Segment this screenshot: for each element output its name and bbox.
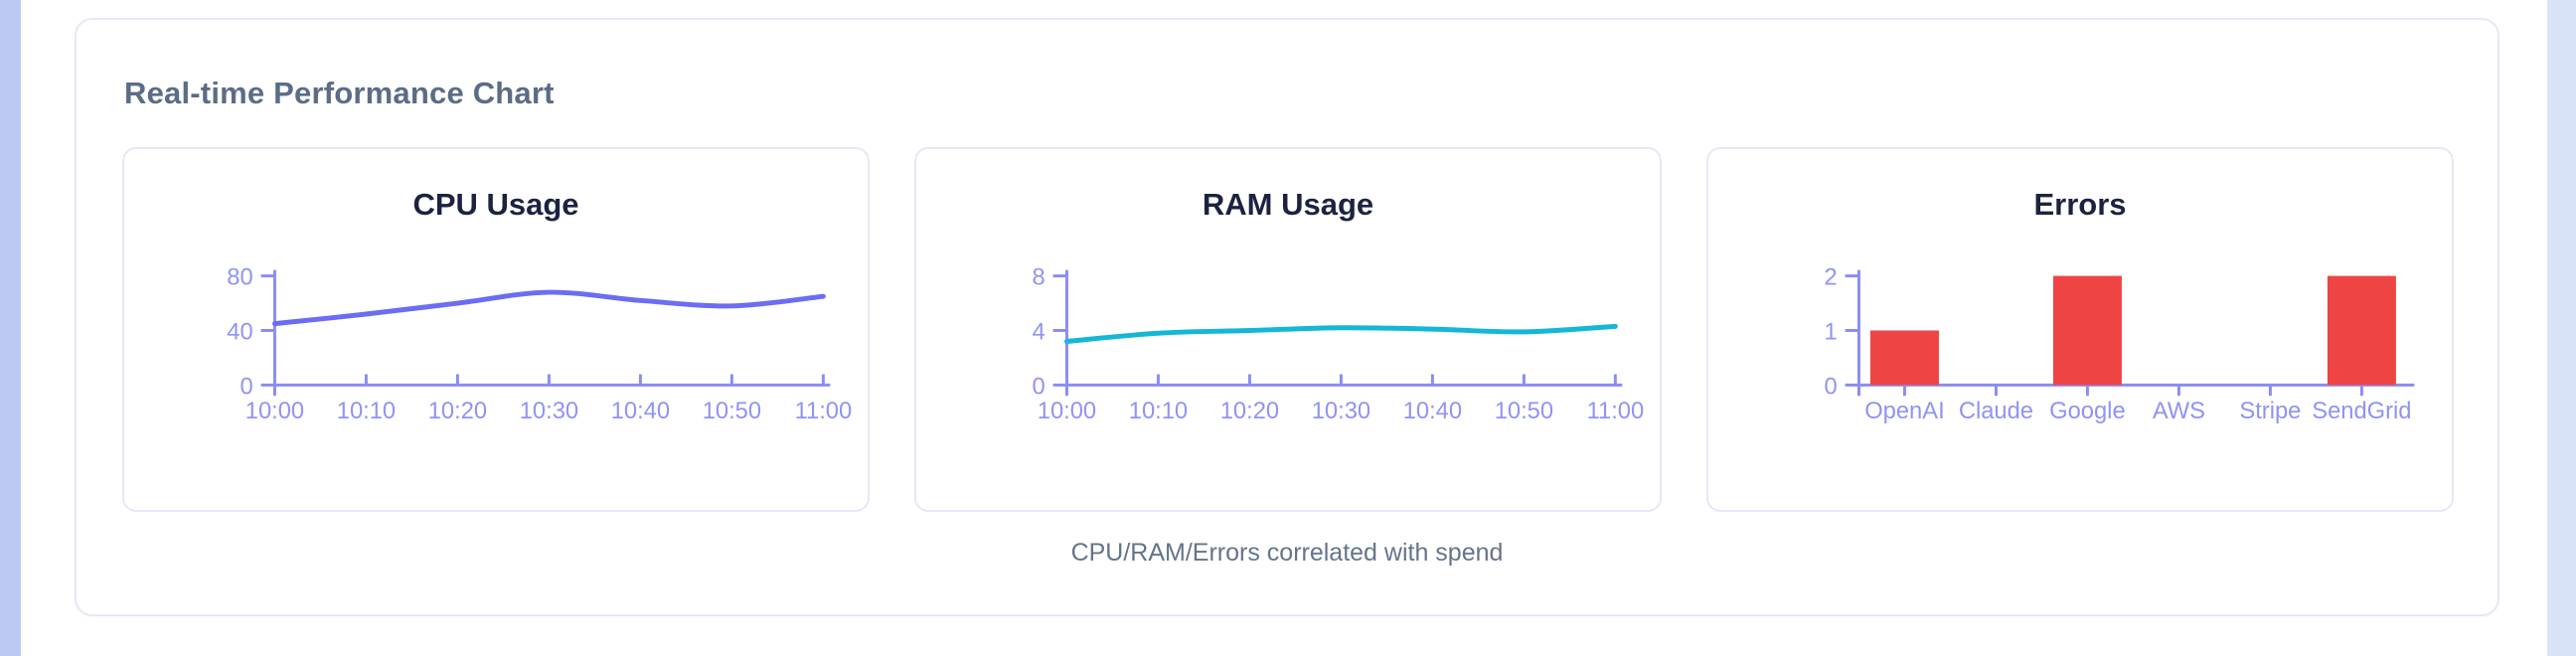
svg-text:40: 40 <box>227 319 252 345</box>
svg-text:10:20: 10:20 <box>428 399 487 424</box>
svg-text:10:10: 10:10 <box>337 399 396 424</box>
svg-text:10:50: 10:50 <box>703 399 761 424</box>
svg-text:10:10: 10:10 <box>1129 399 1188 424</box>
svg-text:10:40: 10:40 <box>611 399 670 424</box>
svg-text:8: 8 <box>1032 264 1045 290</box>
svg-text:10:00: 10:00 <box>1038 399 1096 424</box>
svg-text:10:50: 10:50 <box>1495 399 1553 424</box>
svg-text:11:00: 11:00 <box>1587 399 1645 424</box>
errors-chart-title: Errors <box>2033 187 2127 222</box>
svg-text:AWS: AWS <box>2153 399 2205 424</box>
svg-text:SendGrid: SendGrid <box>2312 399 2411 424</box>
ram-usage-chart-canvas: 0 4 8 10:00 10:10 10:20 10:30 10:40 10:50 11:00 <box>1032 264 1645 424</box>
page-edge-strip-left <box>0 0 21 656</box>
ram-usage-chart-card: 0 4 8 10:00 10:10 10:20 10:30 10:40 10:50 11:00 R… <box>914 147 1662 512</box>
svg-text:10:20: 10:20 <box>1220 399 1279 424</box>
errors-chart-canvas: 0 1 2 OpenAI Claude Google AWS Stripe SendGrid <box>1824 264 2415 424</box>
svg-text:10:30: 10:30 <box>1312 399 1370 424</box>
performance-panel: Real-time Performance Chart 0 40 80 10:00 10… <box>75 18 2499 616</box>
svg-text:80: 80 <box>227 264 252 290</box>
svg-text:OpenAI: OpenAI <box>1864 399 1944 424</box>
charts-row: 0 40 80 10:00 10:10 10:20 10:30 10:40 10:50 11:00… <box>122 147 2454 512</box>
svg-text:2: 2 <box>1824 264 1837 290</box>
svg-text:1: 1 <box>1824 319 1837 345</box>
cpu-usage-chart-title: CPU Usage <box>412 187 579 222</box>
cpu-usage-chart-card: 0 40 80 10:00 10:10 10:20 10:30 10:40 10:50 11:00… <box>122 147 870 512</box>
errors-chart-card: 0 1 2 OpenAI Claude Google AWS Stripe SendGrid E… <box>1706 147 2454 512</box>
svg-text:Claude: Claude <box>1959 399 2033 424</box>
svg-text:0: 0 <box>240 374 252 400</box>
svg-text:11:00: 11:00 <box>795 399 853 424</box>
ram-usage-chart-title: RAM Usage <box>1202 187 1374 222</box>
svg-text:10:40: 10:40 <box>1403 399 1462 424</box>
svg-text:0: 0 <box>1824 374 1837 400</box>
svg-text:0: 0 <box>1032 374 1045 400</box>
svg-text:4: 4 <box>1032 319 1045 345</box>
svg-text:10:00: 10:00 <box>245 399 304 424</box>
svg-text:Google: Google <box>2049 399 2125 424</box>
chart-caption: CPU/RAM/Errors correlated with spend <box>1070 539 1504 567</box>
page-edge-strip-right <box>2547 0 2576 656</box>
cpu-usage-chart-canvas: 0 40 80 10:00 10:10 10:20 10:30 10:40 10:50 11:00 <box>227 264 853 424</box>
svg-text:Stripe: Stripe <box>2239 399 2301 424</box>
svg-text:10:30: 10:30 <box>520 399 578 424</box>
panel-title: Real-time Performance Chart <box>124 76 555 110</box>
